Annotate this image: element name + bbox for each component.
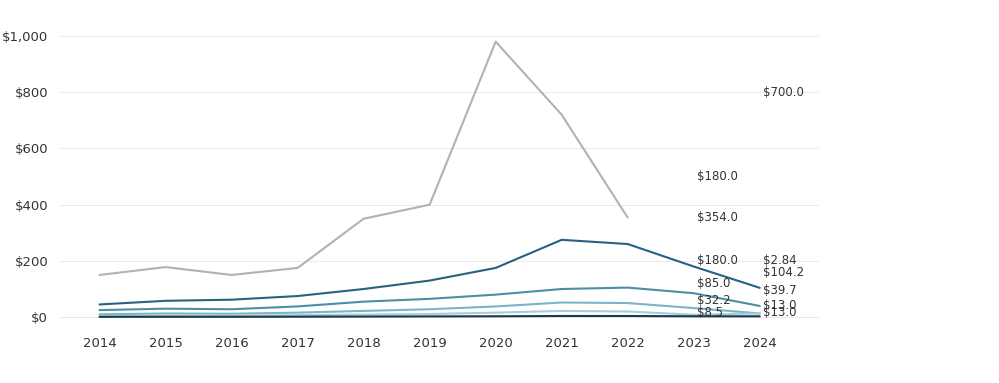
Text: $354.0: $354.0 — [697, 211, 738, 224]
Text: $700.0: $700.0 — [763, 86, 804, 99]
Text: $2.84: $2.84 — [763, 254, 796, 267]
Text: $32.2: $32.2 — [697, 294, 730, 307]
Text: $8.5: $8.5 — [697, 306, 723, 319]
Text: $13.0: $13.0 — [763, 300, 796, 313]
Text: $85.0: $85.0 — [697, 277, 730, 290]
Text: $39.7: $39.7 — [763, 284, 796, 297]
Text: $180.0: $180.0 — [697, 170, 738, 183]
Text: $104.2: $104.2 — [763, 266, 804, 279]
Text: $180.0: $180.0 — [697, 254, 738, 267]
Text: $13.0: $13.0 — [763, 306, 796, 319]
